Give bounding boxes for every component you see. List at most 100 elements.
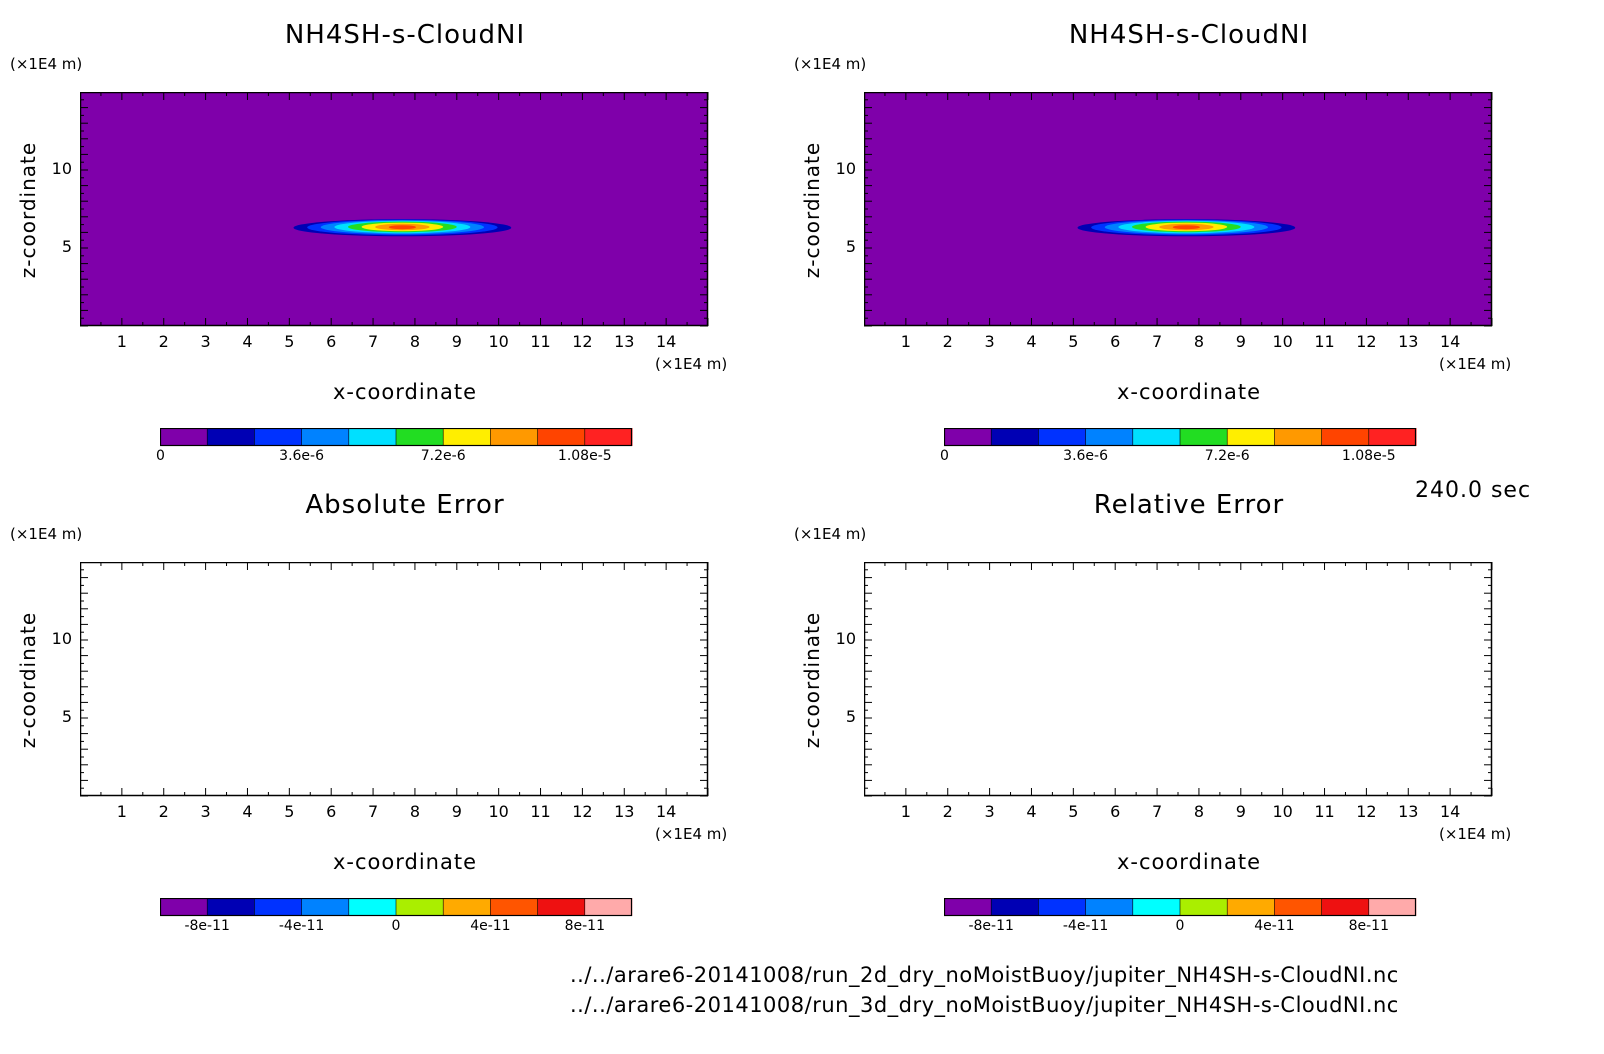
x-tick-label: 14 [655, 332, 677, 351]
colorbar-swatch [1085, 428, 1134, 446]
colorbar-label: 0 [1175, 918, 1185, 934]
colorbar-swatch [254, 428, 303, 446]
x-unit-label: (×1E4 m) [655, 355, 728, 373]
colorbar-label: 8e-11 [564, 918, 605, 934]
x-tick-label: 11 [1314, 802, 1335, 821]
z-tick-label: 5 [61, 237, 72, 256]
colorbar-swatch [1132, 898, 1181, 916]
colorbar-label: -4e-11 [278, 918, 325, 934]
colorbar [160, 428, 633, 447]
z-tick-label: 5 [845, 237, 856, 256]
colorbar-swatch [348, 898, 397, 916]
x-tick-label: 3 [984, 802, 995, 821]
colorbar-swatch [207, 428, 255, 446]
panel-top-right: NH4SH-s-CloudNI (×1E4 m) z-coordinate (×… [784, 0, 1544, 470]
x-tick-label: 1 [116, 332, 127, 351]
colorbar-swatch [1274, 428, 1323, 446]
x-tick-label: 3 [200, 332, 211, 351]
x-unit-label: (×1E4 m) [1439, 825, 1512, 843]
plot-area [80, 92, 709, 327]
x-tick-label: 3 [200, 802, 211, 821]
colorbar-label: 0 [156, 448, 165, 464]
x-axis-label: x-coordinate [332, 380, 477, 404]
x-tick-label: 4 [1026, 332, 1037, 351]
z-unit-label: (×1E4 m) [10, 525, 83, 543]
x-tick-label: 6 [1110, 802, 1121, 821]
x-axis-label: x-coordinate [1116, 850, 1261, 874]
x-tick-label: 1 [116, 802, 127, 821]
x-tick-label: 2 [942, 332, 953, 351]
panel-top-left: NH4SH-s-CloudNI (×1E4 m) z-coordinate (×… [0, 0, 760, 470]
x-tick-label: 13 [1398, 332, 1419, 351]
x-tick-label: 8 [1193, 332, 1205, 351]
x-tick-label: 4 [1026, 802, 1037, 821]
z-unit-label: (×1E4 m) [794, 55, 867, 73]
colorbar-label: -4e-11 [1062, 918, 1109, 934]
z-tick-label: 10 [51, 159, 72, 178]
x-tick-label: 6 [326, 802, 337, 821]
x-tick-label: 14 [1439, 332, 1461, 351]
z-unit-label: (×1E4 m) [794, 525, 867, 543]
x-tick-label: 3 [984, 332, 995, 351]
cloud-level-8 [1172, 225, 1200, 230]
cloud-level-8 [388, 225, 416, 230]
colorbar-label: 3.6e-6 [1063, 448, 1109, 464]
colorbar-swatch [584, 898, 633, 916]
z-tick-label: 5 [61, 707, 72, 726]
x-tick-label: 12 [1356, 332, 1377, 351]
colorbar-swatch [207, 898, 255, 916]
x-axis-label: x-coordinate [1116, 380, 1261, 404]
x-tick-label: 13 [1398, 802, 1419, 821]
x-tick-label: 11 [1314, 332, 1335, 351]
x-tick-label: 1 [900, 802, 911, 821]
colorbar-label: -8e-11 [184, 918, 230, 934]
y-axis-label: z-coordinate [800, 141, 824, 279]
colorbar-swatch [1321, 428, 1370, 446]
z-tick-label: 10 [51, 629, 72, 648]
colorbar-swatch [537, 898, 586, 916]
x-tick-label: 11 [530, 802, 551, 821]
panel-title: Relative Error [1093, 490, 1285, 520]
colorbar-swatch [301, 428, 350, 446]
colorbar-swatch [1227, 898, 1275, 916]
colorbar-swatch [1321, 898, 1370, 916]
x-tick-label: 5 [1068, 802, 1079, 821]
cloud-feature [293, 219, 512, 237]
x-tick-label: 7 [1151, 802, 1163, 821]
y-axis-label: z-coordinate [16, 611, 40, 749]
x-tick-label: 5 [1068, 332, 1079, 351]
colorbar-label: 0 [391, 918, 401, 934]
x-tick-label: 11 [530, 332, 551, 351]
colorbar-swatch [254, 898, 303, 916]
x-tick-label: 4 [242, 802, 253, 821]
y-axis-label: z-coordinate [16, 141, 40, 279]
colorbar-swatch [490, 428, 539, 446]
x-tick-label: 12 [572, 802, 593, 821]
colorbar-swatch [1085, 898, 1134, 916]
x-tick-label: 14 [655, 802, 677, 821]
colorbar-swatch [443, 428, 491, 446]
colorbar-swatch [396, 428, 444, 446]
colorbar-swatch [396, 898, 444, 916]
colorbar-label: 1.08e-5 [557, 448, 612, 464]
colorbar-label: 7.2e-6 [420, 448, 466, 464]
colorbar-swatch [1274, 898, 1323, 916]
x-tick-label: 7 [367, 802, 379, 821]
colorbar-swatch [301, 898, 350, 916]
x-tick-label: 8 [409, 802, 421, 821]
x-unit-label: (×1E4 m) [655, 825, 728, 843]
panel-bottom-left: Absolute Error (×1E4 m) z-coordinate (×1… [0, 470, 760, 940]
z-unit-label: (×1E4 m) [10, 55, 83, 73]
file-list: ../../arare6-20141008/run_2d_dry_noMoist… [570, 960, 1399, 1020]
x-tick-label: 1 [900, 332, 911, 351]
x-tick-label: 13 [614, 802, 635, 821]
panel-title: Absolute Error [305, 490, 505, 520]
colorbar-swatch [1038, 428, 1087, 446]
colorbar-swatch [160, 428, 208, 446]
x-tick-label: 5 [284, 332, 295, 351]
cloud-feature [1077, 219, 1296, 237]
plot-area [864, 562, 1493, 797]
colorbar-swatch [443, 898, 491, 916]
colorbar-swatch [991, 428, 1039, 446]
x-tick-label: 5 [284, 802, 295, 821]
